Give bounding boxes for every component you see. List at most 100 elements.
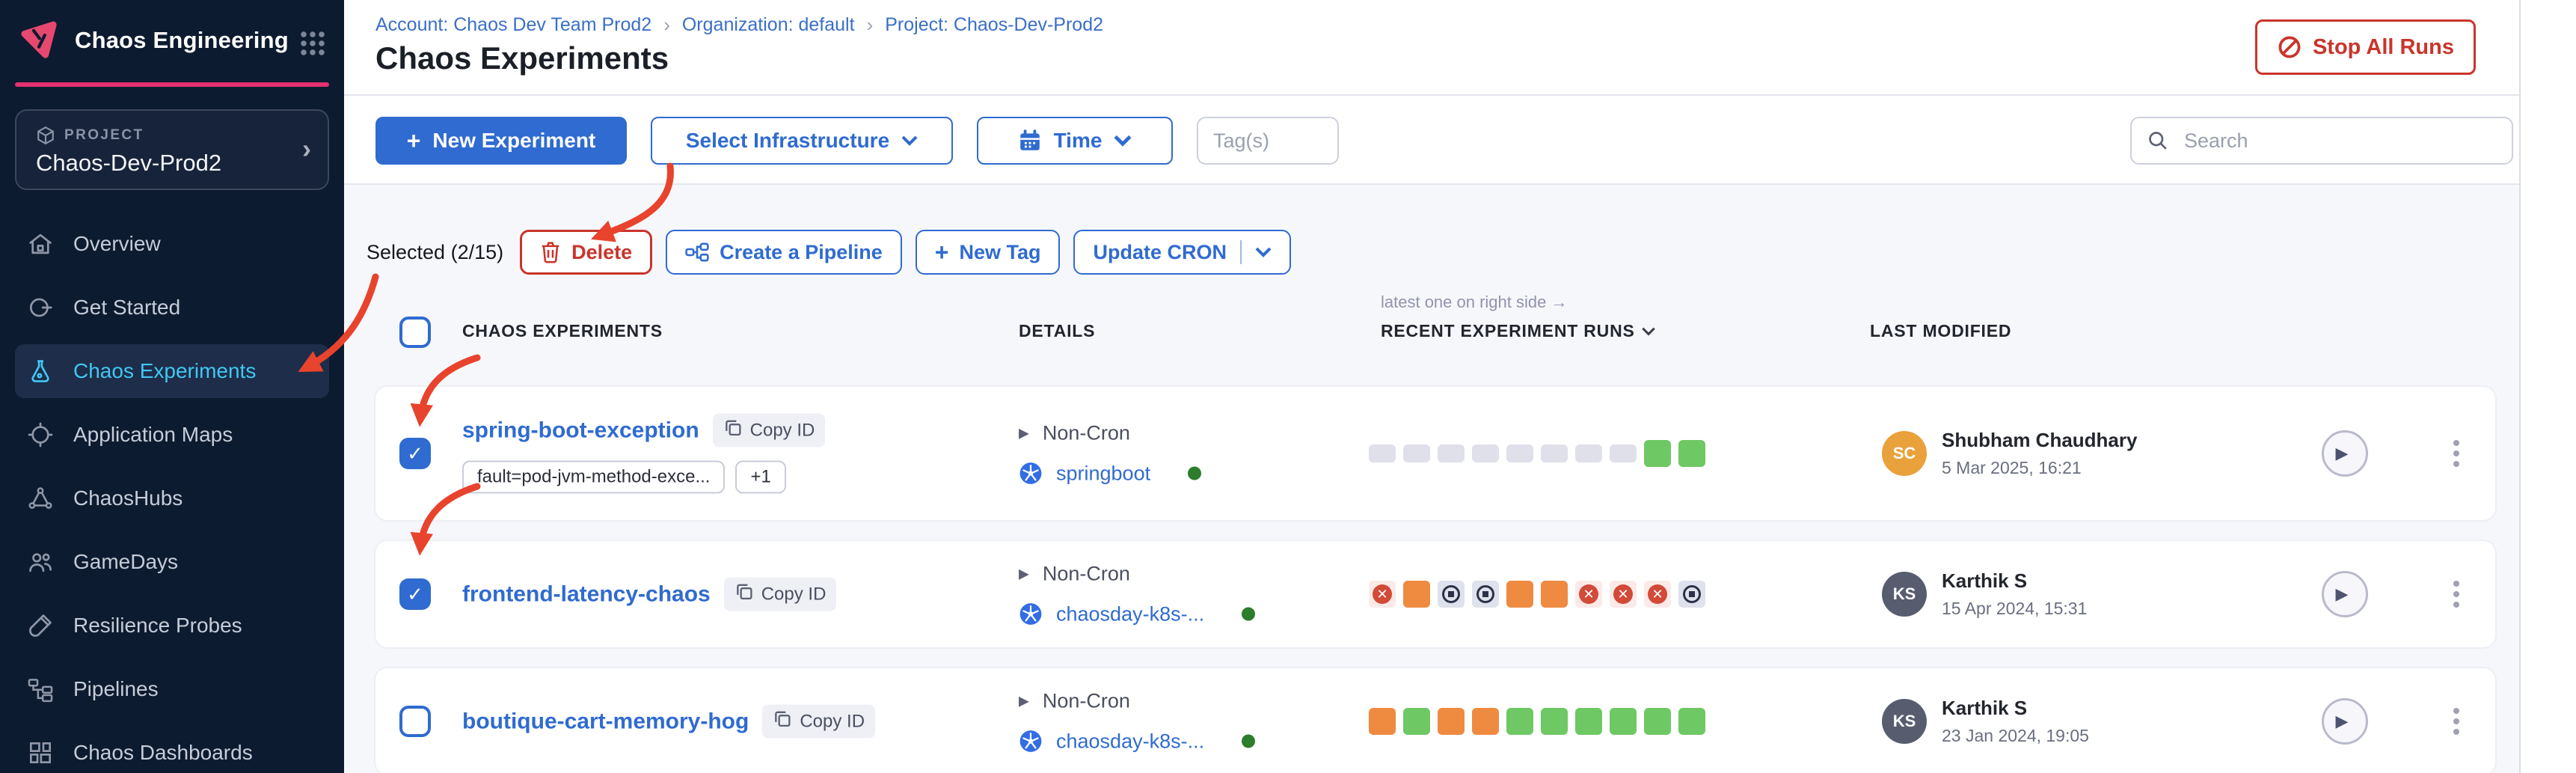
run-status-orange[interactable] [1438, 708, 1465, 735]
module-grid-icon[interactable] [296, 27, 329, 60]
run-experiment-button[interactable]: ▶ [2322, 571, 2368, 617]
run-status-green[interactable] [1403, 708, 1430, 735]
sidebar-item-gamedays[interactable]: GameDays [15, 535, 329, 589]
new-tag-button[interactable]: + New Tag [915, 230, 1061, 275]
sidebar-item-application-maps[interactable]: Application Maps [15, 408, 329, 462]
run-status-stopped[interactable] [1678, 581, 1705, 608]
row-checkbox[interactable]: ✓ [399, 438, 431, 469]
run-status-empty[interactable] [1541, 444, 1568, 462]
search-box[interactable] [2130, 117, 2513, 165]
new-experiment-label: New Experiment [432, 129, 596, 152]
run-status-stopped[interactable] [1472, 581, 1499, 608]
experiment-name-link[interactable]: boutique-cart-memory-hog [462, 709, 749, 733]
run-status-orange[interactable] [1369, 708, 1396, 735]
details-cell: ▶ Non-Cron chaosday-k8s-... [1019, 563, 1256, 626]
sidebar-item-chaos-dashboards[interactable]: Chaos Dashboards [15, 726, 329, 773]
sidebar-item-chaoshubs[interactable]: ChaosHubs [15, 471, 329, 525]
infrastructure-link[interactable]: chaosday-k8s-... [1056, 730, 1205, 752]
run-status-green[interactable] [1644, 440, 1671, 467]
cron-expander-icon[interactable]: ▶ [1019, 425, 1029, 441]
sidebar-item-label: Pipelines [73, 677, 159, 700]
last-modified-cell: KS Karthik S 15 Apr 2024, 15:31 [1882, 569, 2087, 619]
sidebar-item-label: Application Maps [73, 423, 233, 446]
search-input[interactable] [2181, 127, 2497, 154]
tag-list: fault=pod-jvm-method-exce... +1 [462, 460, 825, 494]
tag-chip[interactable]: fault=pod-jvm-method-exce... [462, 460, 726, 494]
run-status-orange[interactable] [1403, 581, 1430, 608]
copy-id-button[interactable]: Copy ID [712, 413, 826, 447]
project-selector[interactable]: PROJECT Chaos-Dev-Prod2 › [15, 109, 329, 190]
run-status-failed[interactable]: ✕ [1575, 581, 1602, 608]
cron-expander-icon[interactable]: ▶ [1019, 566, 1029, 581]
probe-icon [25, 611, 55, 641]
copy-id-label: Copy ID [749, 420, 815, 440]
tag-chip[interactable]: +1 [735, 460, 786, 494]
page-title: Chaos Experiments [375, 40, 669, 76]
sidebar-item-overview[interactable]: Overview [15, 217, 329, 271]
sidebar-item-pipelines[interactable]: Pipelines [15, 662, 329, 716]
row-checkbox[interactable] [399, 706, 431, 737]
sidebar: Chaos Engineering PROJECT Chaos-Dev-Prod… [0, 0, 344, 773]
kebab-menu-icon[interactable] [2447, 434, 2465, 473]
run-status-empty[interactable] [1403, 444, 1430, 462]
run-status-orange[interactable] [1472, 708, 1499, 735]
row-checkbox[interactable]: ✓ [399, 578, 431, 610]
breadcrumb-account[interactable]: Account: Chaos Dev Team Prod2 [375, 14, 652, 35]
copy-id-button[interactable]: Copy ID [762, 704, 876, 739]
run-status-green[interactable] [1506, 708, 1533, 735]
sidebar-item-chaos-experiments[interactable]: Chaos Experiments [15, 344, 329, 398]
create-pipeline-button[interactable]: Create a Pipeline [666, 230, 902, 275]
details-cell: ▶ Non-Cron chaosday-k8s-... [1019, 690, 1256, 754]
copy-id-button[interactable]: Copy ID [723, 577, 837, 611]
run-status-green[interactable] [1541, 708, 1568, 735]
run-status-failed[interactable]: ✕ [1644, 581, 1671, 608]
breadcrumb-project[interactable]: Project: Chaos-Dev-Prod2 [885, 14, 1104, 35]
run-status-orange[interactable] [1541, 581, 1568, 608]
get-started-icon [25, 293, 55, 323]
run-status-green[interactable] [1644, 708, 1671, 735]
kubernetes-icon [1019, 462, 1043, 486]
stopped-run-icon [1683, 585, 1701, 603]
run-status-orange[interactable] [1506, 581, 1533, 608]
run-status-failed[interactable]: ✕ [1610, 581, 1637, 608]
avatar: SC [1882, 431, 1927, 476]
run-status-green[interactable] [1678, 708, 1705, 735]
update-cron-button[interactable]: Update CRON [1073, 230, 1291, 275]
select-all-checkbox[interactable] [399, 317, 431, 348]
new-experiment-button[interactable]: + New Experiment [375, 117, 627, 165]
modified-by-name: Karthik S [1942, 569, 2028, 592]
run-status-green[interactable] [1678, 440, 1705, 467]
delete-button[interactable]: Delete [520, 230, 653, 275]
tags-filter-input[interactable] [1197, 117, 1339, 165]
run-status-empty[interactable] [1369, 444, 1396, 462]
failed-run-icon: ✕ [1613, 584, 1633, 604]
run-status-empty[interactable] [1575, 444, 1602, 462]
cron-expander-icon[interactable]: ▶ [1019, 693, 1029, 709]
run-status-failed[interactable]: ✕ [1369, 581, 1396, 608]
sidebar-item-label: Chaos Experiments [73, 359, 257, 382]
kebab-menu-icon[interactable] [2447, 575, 2465, 614]
run-status-empty[interactable] [1610, 444, 1637, 462]
experiment-name-link[interactable]: spring-boot-exception [462, 418, 699, 442]
stop-all-runs-button[interactable]: Stop All Runs [2254, 19, 2476, 75]
sidebar-item-get-started[interactable]: Get Started [15, 281, 329, 334]
run-status-green[interactable] [1610, 708, 1637, 735]
sort-chevron-icon [1641, 327, 1655, 336]
run-status-stopped[interactable] [1438, 581, 1465, 608]
time-filter-dropdown[interactable]: Time [977, 117, 1173, 165]
sidebar-item-resilience-probes[interactable]: Resilience Probes [15, 599, 329, 653]
run-status-green[interactable] [1575, 708, 1602, 735]
infrastructure-link[interactable]: chaosday-k8s-... [1056, 602, 1205, 625]
run-experiment-button[interactable]: ▶ [2322, 698, 2368, 745]
run-status-empty[interactable] [1438, 444, 1465, 462]
kebab-menu-icon[interactable] [2447, 702, 2465, 741]
run-experiment-button[interactable]: ▶ [2322, 430, 2368, 477]
column-header-recent-runs[interactable]: RECENT EXPERIMENT RUNS [1381, 321, 1656, 341]
experiment-name-link[interactable]: frontend-latency-chaos [462, 581, 711, 606]
run-status-empty[interactable] [1472, 444, 1499, 462]
run-status-empty[interactable] [1506, 444, 1533, 462]
infrastructure-link[interactable]: springboot [1056, 462, 1151, 484]
breadcrumb-organization[interactable]: Organization: default [681, 14, 855, 35]
sidebar-item-label: Resilience Probes [73, 614, 242, 637]
select-infrastructure-dropdown[interactable]: Select Infrastructure [651, 117, 953, 165]
